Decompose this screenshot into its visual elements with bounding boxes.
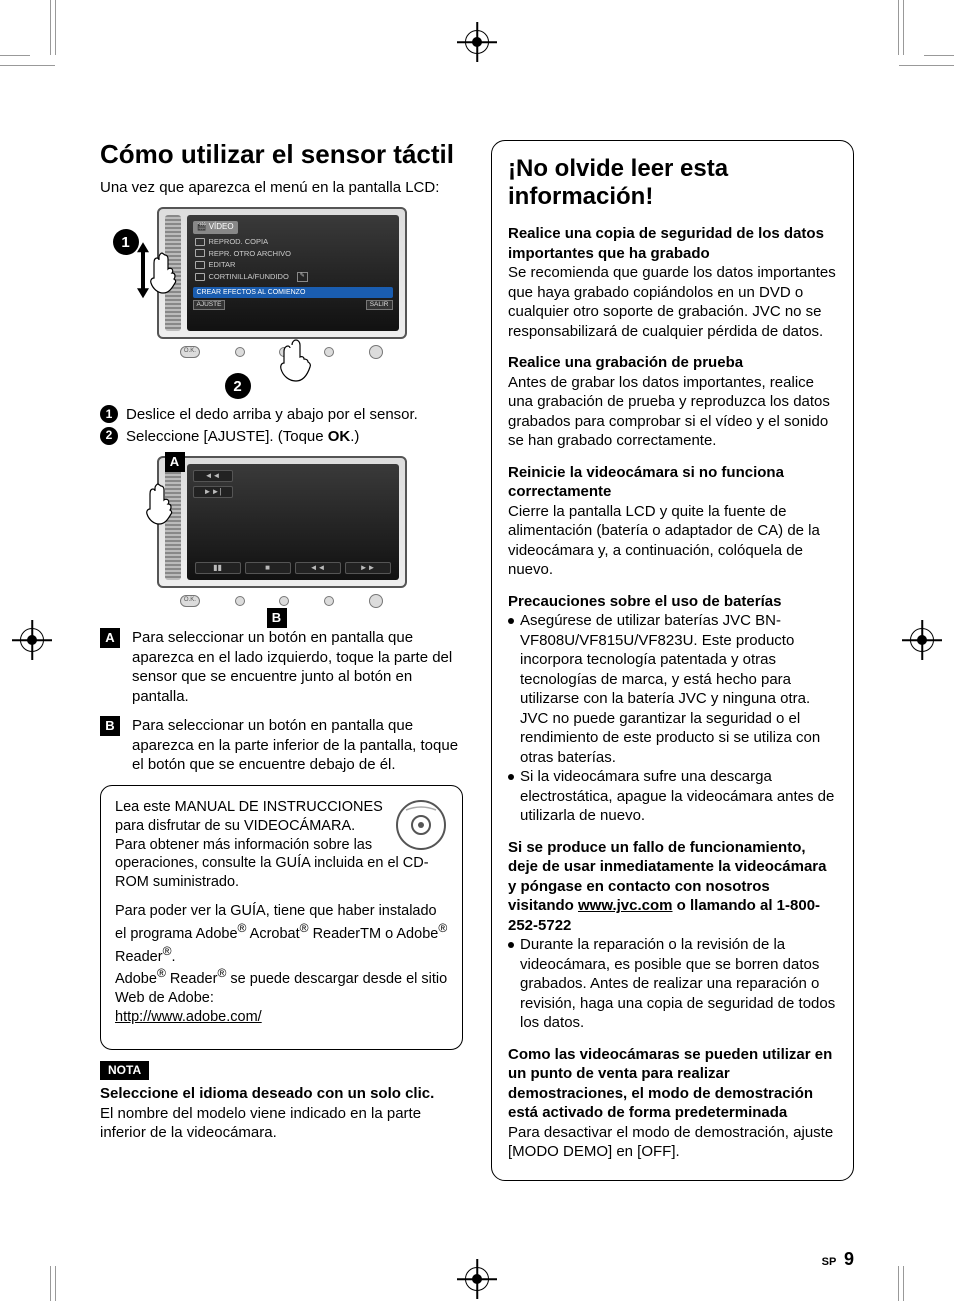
s5-head: Si se produce un fallo de funcionamiento…	[508, 838, 837, 936]
nav-dot	[324, 596, 334, 606]
menu-item: REPR. OTRO ARCHIVO	[193, 248, 393, 260]
s1-head: Realice una copia de seguridad de los da…	[508, 225, 824, 262]
lcd-screen: 🎬 VÍDEO REPROD. COPIA REPR. OTRO ARCHIVO…	[187, 215, 399, 331]
nota-section: NOTA Seleccione el idioma deseado con un…	[100, 1060, 463, 1143]
cd-paragraph-2: Para poder ver la GUÍA, tiene que haber …	[115, 902, 448, 1027]
crop-mark	[0, 55, 30, 56]
finger-icon	[147, 251, 187, 299]
label-a-marker: A	[165, 452, 185, 472]
s6-head: Como las videocámaras se pueden utilizar…	[508, 1046, 832, 1122]
cdrom-info-box: Lea este MANUAL DE INSTRUCCIONES para di…	[100, 785, 463, 1050]
cd-icon	[394, 798, 448, 852]
menu-highlight: CREAR EFECTOS AL COMIENZO	[193, 287, 393, 298]
intro-text: Una vez que aparezca el menú en la panta…	[100, 178, 463, 198]
important-info-box: ¡No olvide leer esta información! Realic…	[491, 140, 854, 1181]
nav-dot	[369, 345, 383, 359]
menu-item: EDITAR	[193, 259, 393, 271]
playback-btn: ►►	[345, 562, 391, 574]
menu-heading: 🎬 VÍDEO	[193, 221, 238, 233]
playback-btn: ►►|	[193, 486, 233, 498]
finger-icon	[272, 339, 316, 385]
page-body: Cómo utilizar el sensor táctil Una vez q…	[100, 140, 854, 1241]
registration-mark	[465, 30, 489, 54]
nav-dot	[324, 347, 334, 357]
right-column: ¡No olvide leer esta información! Realic…	[491, 140, 854, 1241]
crop-mark	[899, 65, 954, 66]
adobe-link[interactable]: http://www.adobe.com/	[115, 1009, 262, 1025]
s6-body: Para desactivar el modo de demostración,…	[508, 1124, 833, 1161]
crop-mark	[50, 1266, 51, 1301]
touch-sensor-diagram-2: A ◄◄ ►►| ▮▮ ■ ◄◄ ►► O.K.	[157, 456, 407, 588]
nav-dot	[235, 596, 245, 606]
bullet-item: Si la videocámara sufre una descarga ele…	[508, 767, 837, 826]
playback-btn: ▮▮	[195, 562, 241, 574]
menu-item: CORTINILLA/FUNDIDO ✎	[193, 271, 393, 283]
crop-mark	[55, 1266, 56, 1301]
crop-mark	[0, 65, 55, 66]
s1-body: Se recomienda que guarde los datos impor…	[508, 264, 836, 340]
ok-button-icon: O.K.	[180, 595, 200, 607]
crop-mark	[903, 0, 904, 55]
nav-dot	[235, 347, 245, 357]
step-2-text: 2 Seleccione [AJUSTE]. (Toque OK.)	[100, 427, 463, 447]
box-title: ¡No olvide leer esta información!	[508, 155, 837, 210]
menu-left-tag: AJUSTE	[193, 300, 226, 310]
label-b-marker: B	[267, 608, 287, 628]
playback-btn: ◄◄	[193, 470, 233, 482]
jvc-link[interactable]: www.jvc.com	[578, 897, 672, 914]
s3-body: Cierre la pantalla LCD y quite la fuente…	[508, 503, 820, 579]
nav-dot	[369, 594, 383, 608]
finger-icon	[143, 482, 183, 530]
touch-sensor-diagram-1: 1 🎬 VÍDEO REPROD. COPIA REPR. OTRO ARCHI…	[157, 207, 407, 339]
playback-btn: ■	[245, 562, 291, 574]
menu-right-tag: SALIR	[366, 300, 393, 310]
section-title: Cómo utilizar el sensor táctil	[100, 140, 463, 170]
step-2-marker: 2	[225, 373, 251, 399]
left-column: Cómo utilizar el sensor táctil Una vez q…	[100, 140, 463, 1241]
s4-head: Precauciones sobre el uso de baterías	[508, 592, 837, 612]
s2-body: Antes de grabar los datos importantes, r…	[508, 374, 830, 450]
crop-mark	[898, 0, 899, 55]
menu-item: REPROD. COPIA	[193, 236, 393, 248]
label-b-box: B	[100, 716, 120, 736]
nav-dot	[279, 596, 289, 606]
registration-mark	[465, 1267, 489, 1291]
registration-mark	[20, 628, 44, 652]
playback-btn: ◄◄	[295, 562, 341, 574]
crop-mark	[898, 1266, 899, 1301]
nota-body: El nombre del modelo viene indicado en l…	[100, 1104, 463, 1143]
s3-head: Reinicie la videocámara si no funciona c…	[508, 464, 784, 501]
bullet-item: Asegúrese de utilizar baterías JVC BN-VF…	[508, 611, 837, 767]
page-number: SP 9	[822, 1248, 854, 1271]
crop-mark	[50, 0, 51, 55]
s2-head: Realice una grabación de prueba	[508, 354, 743, 371]
nota-label: NOTA	[100, 1061, 149, 1081]
nota-heading: Seleccione el idioma deseado con un solo…	[100, 1084, 463, 1104]
crop-mark	[903, 1266, 904, 1301]
label-a-box: A	[100, 628, 120, 648]
crop-mark	[924, 55, 954, 56]
registration-mark	[910, 628, 934, 652]
paragraph-a: A Para seleccionar un botón en pantalla …	[100, 628, 463, 706]
paragraph-b: B Para seleccionar un botón en pantalla …	[100, 716, 463, 775]
ok-button-icon: O.K.	[180, 346, 200, 358]
bullet-item: Durante la reparación o la revisión de l…	[508, 935, 837, 1033]
step-1-text: 1Deslice el dedo arriba y abajo por el s…	[100, 405, 463, 425]
crop-mark	[55, 0, 56, 55]
lcd-screen: ◄◄ ►►| ▮▮ ■ ◄◄ ►►	[187, 464, 399, 580]
